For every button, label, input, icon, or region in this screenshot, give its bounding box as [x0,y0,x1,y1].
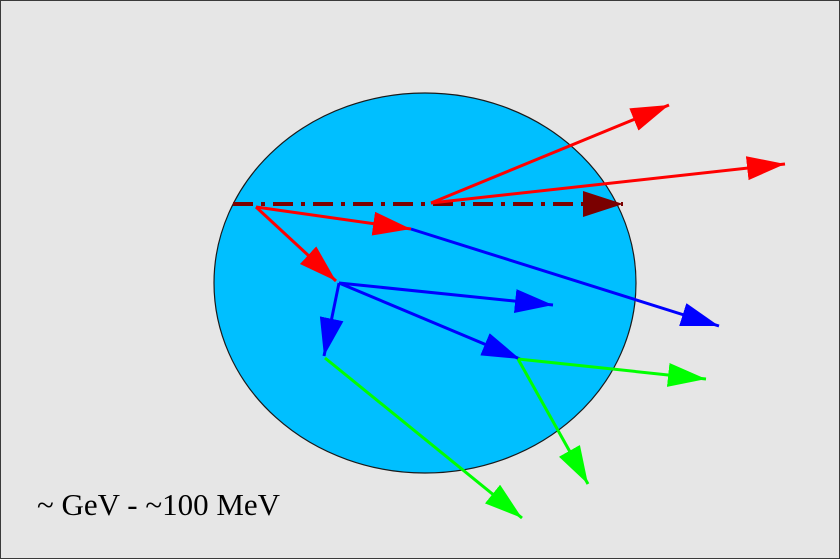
blue-track-1 [410,227,720,328]
green-track-2 [516,358,590,485]
blue-track-2 [338,281,554,314]
red-track-4 [430,156,786,205]
blue-track-4 [319,282,344,357]
red-track-3 [430,103,670,205]
red-track-1 [255,205,412,236]
blue-track-3 [338,281,521,361]
red-track-2 [254,205,338,283]
green-track-3 [324,356,523,520]
energy-scale-label: ~ GeV - ~100 MeV [37,487,281,522]
green-track-1 [517,357,707,387]
nucleus [213,92,637,474]
